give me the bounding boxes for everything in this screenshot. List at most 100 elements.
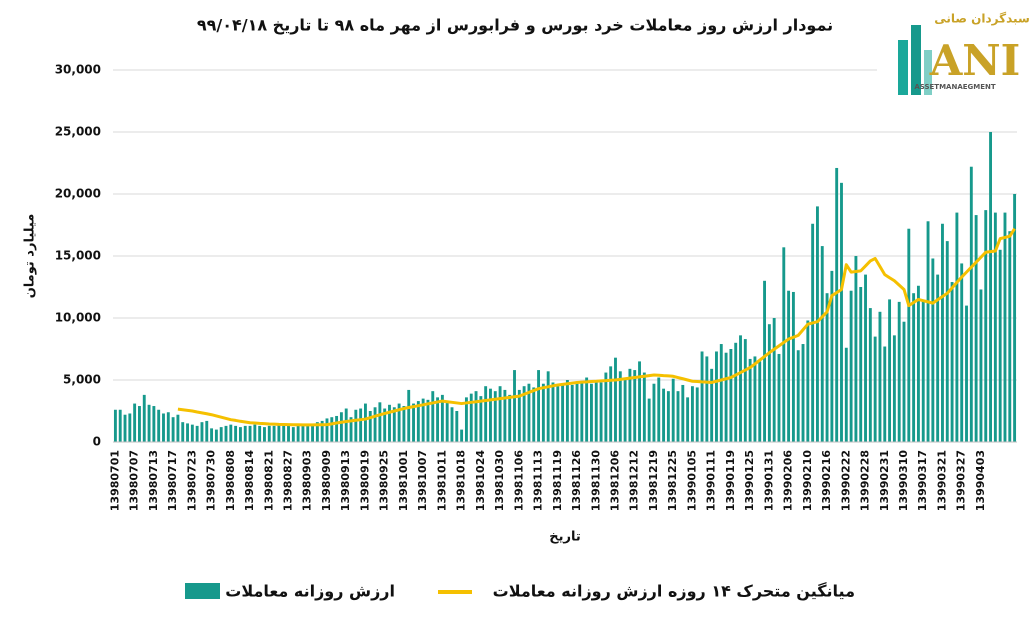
x-tick-label: 13990210 bbox=[801, 450, 814, 512]
bar bbox=[426, 399, 430, 442]
bar bbox=[998, 249, 1002, 442]
bar bbox=[748, 358, 752, 442]
bar bbox=[229, 424, 233, 442]
bar bbox=[234, 425, 238, 442]
x-tick-label: 13981212 bbox=[628, 450, 641, 511]
bar bbox=[397, 403, 401, 442]
bar bbox=[777, 353, 781, 442]
logo-persian: سبدگردان صانی bbox=[934, 12, 1029, 26]
bar bbox=[301, 424, 305, 442]
bar bbox=[638, 361, 641, 442]
bar bbox=[335, 415, 339, 442]
bar bbox=[128, 413, 132, 442]
bar bbox=[743, 339, 747, 442]
bar bbox=[883, 346, 887, 442]
bar bbox=[902, 321, 906, 442]
bar bbox=[941, 223, 944, 442]
x-tick-label: 13990321 bbox=[935, 450, 948, 511]
bar bbox=[609, 366, 613, 442]
bar bbox=[205, 420, 209, 442]
x-tick-label: 13981206 bbox=[608, 450, 621, 512]
bar bbox=[464, 397, 468, 442]
bar bbox=[840, 182, 843, 442]
bar bbox=[118, 409, 122, 442]
bar bbox=[330, 417, 334, 442]
bar bbox=[190, 424, 194, 442]
bar bbox=[662, 388, 666, 442]
line bbox=[177, 227, 1016, 427]
bar bbox=[868, 308, 872, 442]
bar bbox=[440, 394, 444, 442]
bar bbox=[830, 270, 834, 442]
x-tick-label: 13981119 bbox=[551, 450, 564, 511]
bar bbox=[974, 215, 978, 442]
bar bbox=[753, 356, 757, 442]
bar bbox=[162, 413, 165, 442]
bar bbox=[460, 429, 464, 442]
bar bbox=[979, 289, 983, 442]
y-tick-label: 25,000 bbox=[55, 125, 101, 139]
x-tick-label: 13990403 bbox=[974, 450, 987, 511]
bar bbox=[1008, 231, 1012, 442]
bar bbox=[700, 351, 704, 442]
x-tick-label: 13990111 bbox=[705, 450, 718, 511]
x-tick-label: 13980827 bbox=[282, 450, 295, 511]
x-tick-label: 13981007 bbox=[416, 450, 429, 511]
y-tick-label: 5,000 bbox=[63, 373, 101, 387]
bar bbox=[282, 425, 286, 442]
bar bbox=[133, 403, 137, 442]
bar bbox=[383, 408, 387, 442]
bar bbox=[763, 280, 766, 442]
bar bbox=[123, 414, 127, 442]
bar bbox=[791, 291, 795, 442]
bar bbox=[671, 378, 675, 442]
bar bbox=[364, 403, 367, 442]
bar bbox=[392, 407, 396, 442]
bar bbox=[888, 299, 892, 442]
bar bbox=[527, 383, 531, 442]
bar bbox=[243, 425, 247, 442]
x-tick-label: 13981030 bbox=[493, 450, 506, 512]
bar bbox=[585, 377, 589, 442]
bar bbox=[878, 311, 882, 442]
bar bbox=[508, 394, 512, 442]
bar bbox=[513, 370, 516, 442]
bar bbox=[157, 409, 161, 442]
x-tick-label: 13981011 bbox=[435, 450, 448, 511]
bar bbox=[816, 206, 819, 442]
bar bbox=[219, 427, 223, 442]
bar bbox=[710, 368, 714, 442]
x-tick-label: 13980909 bbox=[320, 450, 333, 511]
y-tick-label: 15,000 bbox=[55, 249, 101, 263]
bar bbox=[575, 383, 579, 442]
bar bbox=[681, 384, 685, 442]
bar bbox=[378, 402, 382, 442]
bar bbox=[604, 372, 608, 442]
bar bbox=[517, 389, 521, 442]
bar bbox=[715, 351, 718, 442]
x-tick-label: 13990105 bbox=[685, 450, 698, 511]
logo-bar bbox=[898, 40, 908, 95]
bar bbox=[921, 300, 925, 442]
bar bbox=[729, 349, 733, 442]
bar bbox=[436, 397, 440, 442]
x-tick-label: 13980730 bbox=[205, 450, 218, 512]
x-tick-label: 13980808 bbox=[224, 450, 237, 511]
y-tick-label: 30,000 bbox=[55, 63, 101, 77]
bar bbox=[469, 393, 473, 442]
logo-latin: ANI bbox=[929, 36, 1021, 85]
x-tick-label: 13990310 bbox=[897, 450, 910, 512]
bar bbox=[955, 212, 959, 442]
bar bbox=[402, 406, 406, 442]
bar bbox=[950, 282, 954, 442]
bar bbox=[734, 342, 738, 442]
bar bbox=[820, 246, 824, 442]
bar bbox=[339, 412, 343, 442]
bar bbox=[912, 293, 916, 442]
bar bbox=[984, 210, 988, 442]
bar bbox=[907, 228, 911, 442]
bar bbox=[633, 370, 637, 442]
x-tick-label: 13980903 bbox=[301, 450, 314, 511]
